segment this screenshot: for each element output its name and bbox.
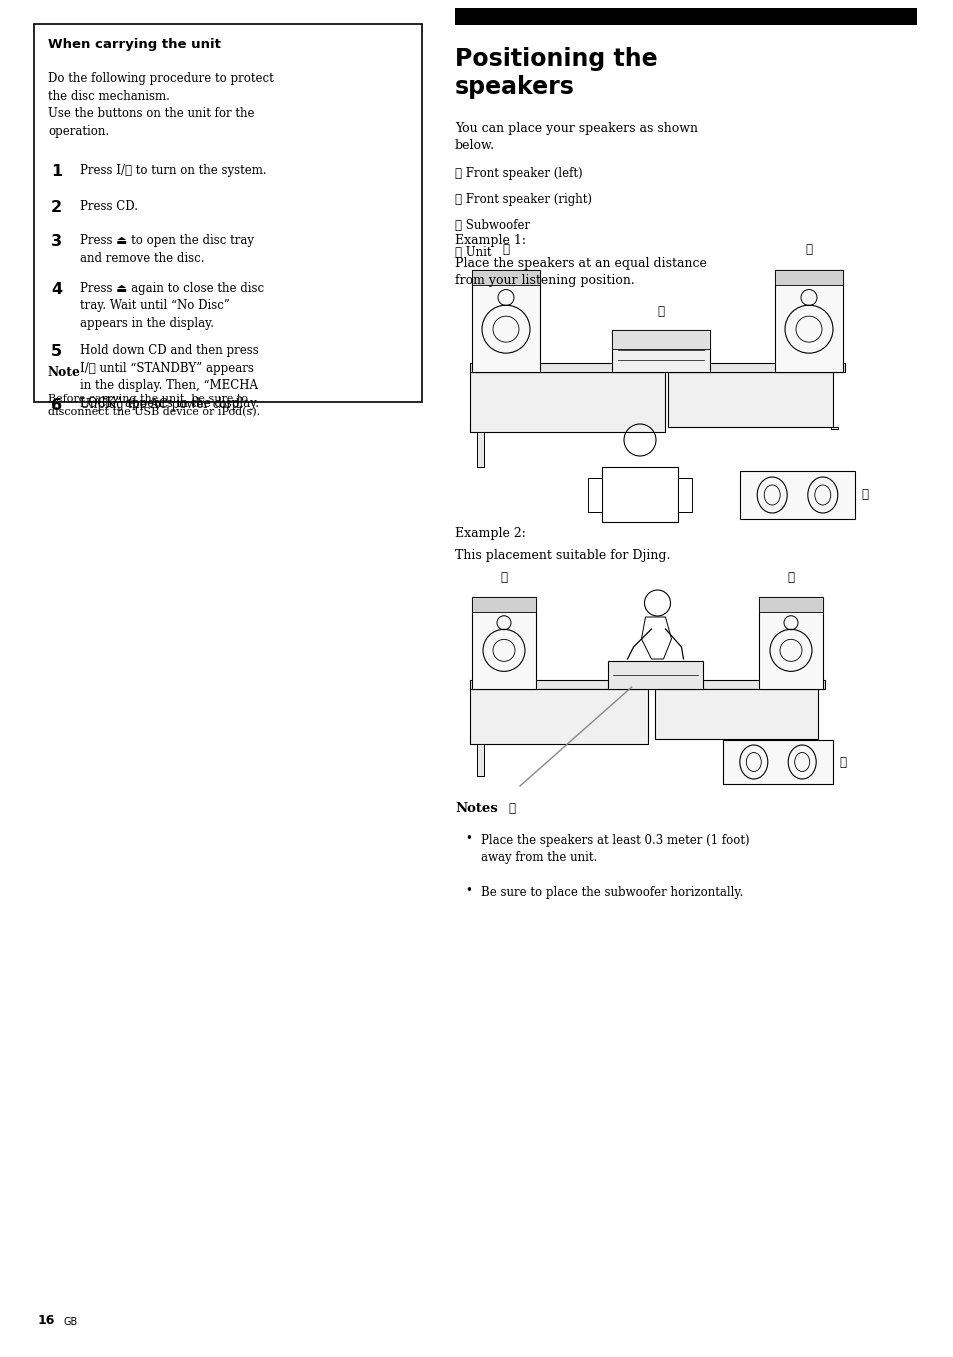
Bar [774, 270, 842, 285]
Text: Notes: Notes [455, 802, 497, 816]
Text: Ⓑ: Ⓑ [786, 571, 794, 584]
Text: Press ⏏ to open the disc tray
and remove the disc.: Press ⏏ to open the disc tray and remove… [80, 233, 253, 265]
Text: You can place your speakers as shown
below.: You can place your speakers as shown bel… [455, 122, 698, 152]
Bar [470, 680, 824, 689]
Bar [476, 432, 483, 467]
Text: 6: 6 [51, 398, 62, 413]
Text: Note: Note [48, 366, 81, 379]
Text: GB: GB [63, 1318, 77, 1327]
Text: 16: 16 [38, 1314, 55, 1327]
Bar [601, 467, 678, 522]
Text: Ⓓ: Ⓓ [508, 802, 515, 816]
Text: Example 1:: Example 1: [455, 233, 525, 247]
Text: Positioning the
speakers: Positioning the speakers [455, 47, 657, 99]
Text: Example 2:: Example 2: [455, 527, 525, 540]
Text: Before carrying the unit, be sure to
disconnect the USB device or iPod(s).: Before carrying the unit, be sure to dis… [48, 394, 260, 418]
Text: Ⓐ Front speaker (left): Ⓐ Front speaker (left) [455, 167, 582, 180]
Text: Ⓓ: Ⓓ [657, 305, 664, 318]
Text: 1: 1 [51, 164, 62, 179]
Text: Place the speakers at least 0.3 meter (1 foot)
away from the unit.: Place the speakers at least 0.3 meter (1… [480, 835, 749, 864]
Text: 3: 3 [51, 233, 62, 248]
Bar [830, 427, 837, 429]
Text: Press I/⏻ to turn on the system.: Press I/⏻ to turn on the system. [80, 164, 266, 176]
Bar [470, 372, 664, 432]
Bar [587, 478, 601, 512]
Bar [654, 689, 817, 740]
Text: Ⓐ: Ⓐ [502, 243, 509, 256]
Text: Ⓑ Front speaker (right): Ⓑ Front speaker (right) [455, 193, 592, 206]
Text: When carrying the unit: When carrying the unit [48, 38, 221, 52]
Text: Ⓒ: Ⓒ [838, 756, 845, 768]
Bar [612, 330, 709, 349]
Text: Ⓒ: Ⓒ [861, 489, 867, 502]
Bar [678, 478, 691, 512]
Text: Be sure to place the subwoofer horizontally.: Be sure to place the subwoofer horizonta… [480, 886, 742, 898]
Polygon shape [640, 617, 671, 660]
Bar [472, 270, 539, 285]
Bar [607, 661, 702, 689]
Text: Hold down CD and then press
I/⏻ until “STANDBY” appears
in the display. Then, “M: Hold down CD and then press I/⏻ until “S… [80, 345, 258, 410]
Text: Do the following procedure to protect
the disc mechanism.
Use the buttons on the: Do the following procedure to protect th… [48, 72, 274, 137]
Text: Ⓓ Unit: Ⓓ Unit [455, 246, 491, 259]
Bar [470, 689, 647, 744]
Text: 4: 4 [51, 282, 62, 297]
Text: Ⓐ: Ⓐ [500, 571, 507, 584]
Text: •: • [464, 883, 472, 897]
Bar [455, 8, 916, 24]
Text: Ⓑ: Ⓑ [804, 243, 812, 256]
Bar [774, 270, 842, 372]
Text: Place the speakers at an equal distance
from your listening position.: Place the speakers at an equal distance … [455, 256, 706, 286]
Text: 2: 2 [51, 199, 62, 214]
Bar [740, 471, 854, 518]
Bar [470, 364, 844, 372]
Bar [667, 372, 832, 427]
Bar [34, 24, 421, 402]
Bar [472, 597, 536, 612]
Bar [722, 740, 832, 784]
Bar [472, 597, 536, 689]
Bar [612, 330, 709, 372]
Text: This placement suitable for Djing.: This placement suitable for Djing. [455, 550, 670, 562]
Bar [759, 597, 822, 612]
Text: 5: 5 [51, 345, 62, 360]
Text: •: • [464, 832, 472, 845]
Text: Press CD.: Press CD. [80, 199, 138, 213]
Bar [476, 744, 483, 776]
Text: Press ⏏ again to close the disc
tray. Wait until “No Disc”
appears in the displa: Press ⏏ again to close the disc tray. Wa… [80, 282, 264, 330]
Text: Unplug the AC power cord.: Unplug the AC power cord. [80, 398, 243, 411]
Text: Ⓒ Subwoofer: Ⓒ Subwoofer [455, 220, 530, 232]
Bar [759, 597, 822, 689]
Bar [472, 270, 539, 372]
